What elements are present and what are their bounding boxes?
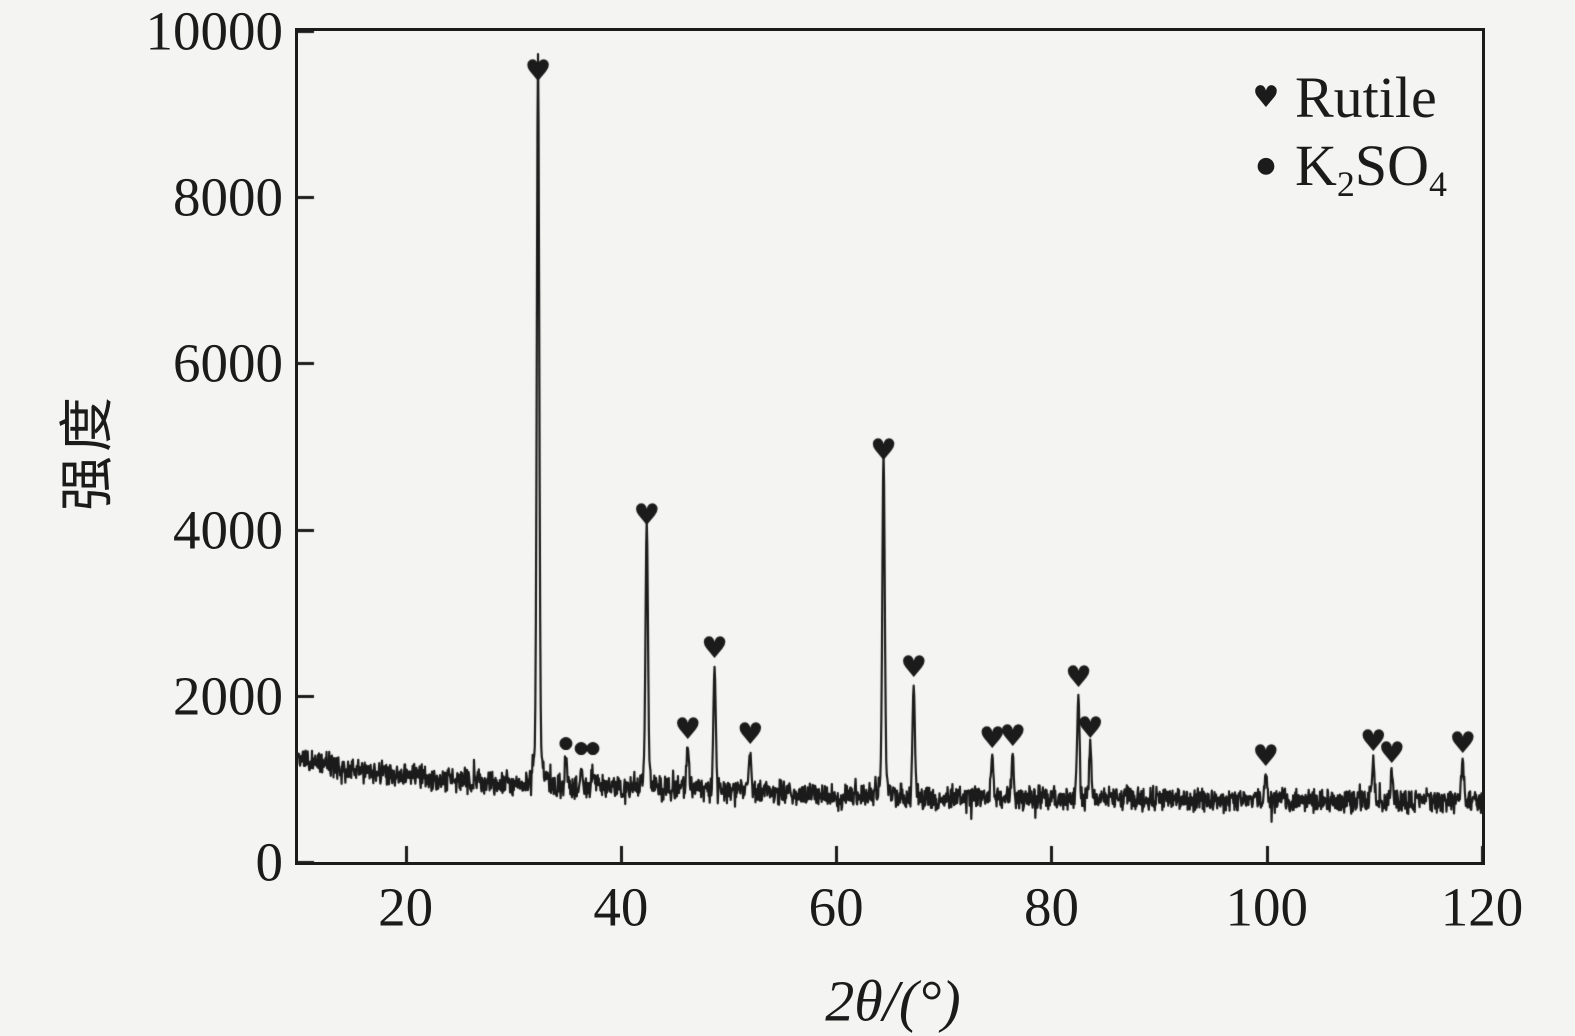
legend-label-rutile: Rutile <box>1295 65 1437 130</box>
legend: ♥ Rutile ● K2SO4 <box>1243 64 1448 204</box>
legend-row-rutile: ♥ Rutile <box>1243 64 1447 132</box>
legend-label-k2so4: K2SO4 <box>1295 133 1448 204</box>
x-axis-title: 2θ/(°) <box>825 968 960 1035</box>
y-tick-label: 6000 <box>173 332 283 394</box>
y-tick-label: 8000 <box>173 166 283 228</box>
y-tick-labels: 0 2000 4000 6000 8000 10000 <box>0 0 284 1036</box>
y-tick-label: 4000 <box>173 499 283 561</box>
legend-row-k2so4: ● K2SO4 <box>1243 132 1448 204</box>
xrd-canvas <box>298 31 1482 862</box>
x-tick-label: 40 <box>593 876 649 938</box>
x-tick-label: 120 <box>1440 876 1524 938</box>
x-title-two: 2 <box>825 968 855 1034</box>
x-title-rest: /(°) <box>882 968 961 1034</box>
x-tick-label: 80 <box>1023 876 1079 938</box>
x-title-theta: θ <box>854 968 883 1034</box>
y-tick-label: 0 <box>255 831 284 893</box>
y-tick-label: 10000 <box>145 0 284 62</box>
dot-marker-icon: ● <box>1256 153 1276 178</box>
y-axis-title: 强度 <box>57 392 118 512</box>
plot-frame <box>295 28 1485 865</box>
x-tick-label: 100 <box>1225 876 1308 938</box>
y-tick-label: 2000 <box>173 665 283 727</box>
x-tick-label: 60 <box>808 876 864 938</box>
x-tick-label: 20 <box>378 876 434 938</box>
heart-marker-icon: ♥ <box>1252 80 1280 115</box>
